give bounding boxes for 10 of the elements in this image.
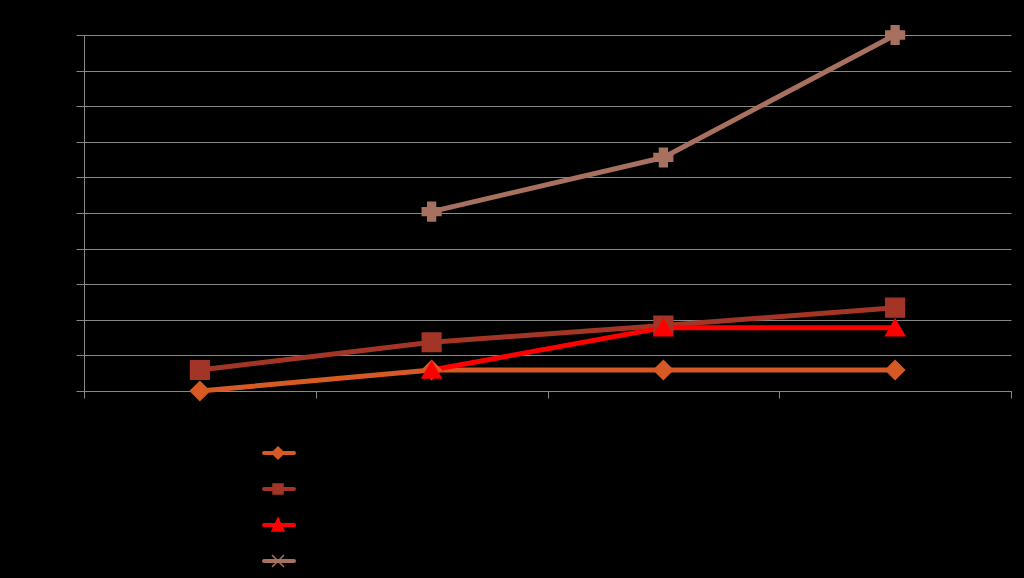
point [885, 24, 906, 46]
point [653, 147, 674, 168]
point [189, 380, 210, 402]
point [885, 318, 906, 337]
point [885, 359, 906, 381]
point [653, 359, 674, 381]
point [421, 201, 442, 222]
point [885, 297, 906, 318]
point [189, 359, 210, 381]
point [421, 332, 442, 353]
